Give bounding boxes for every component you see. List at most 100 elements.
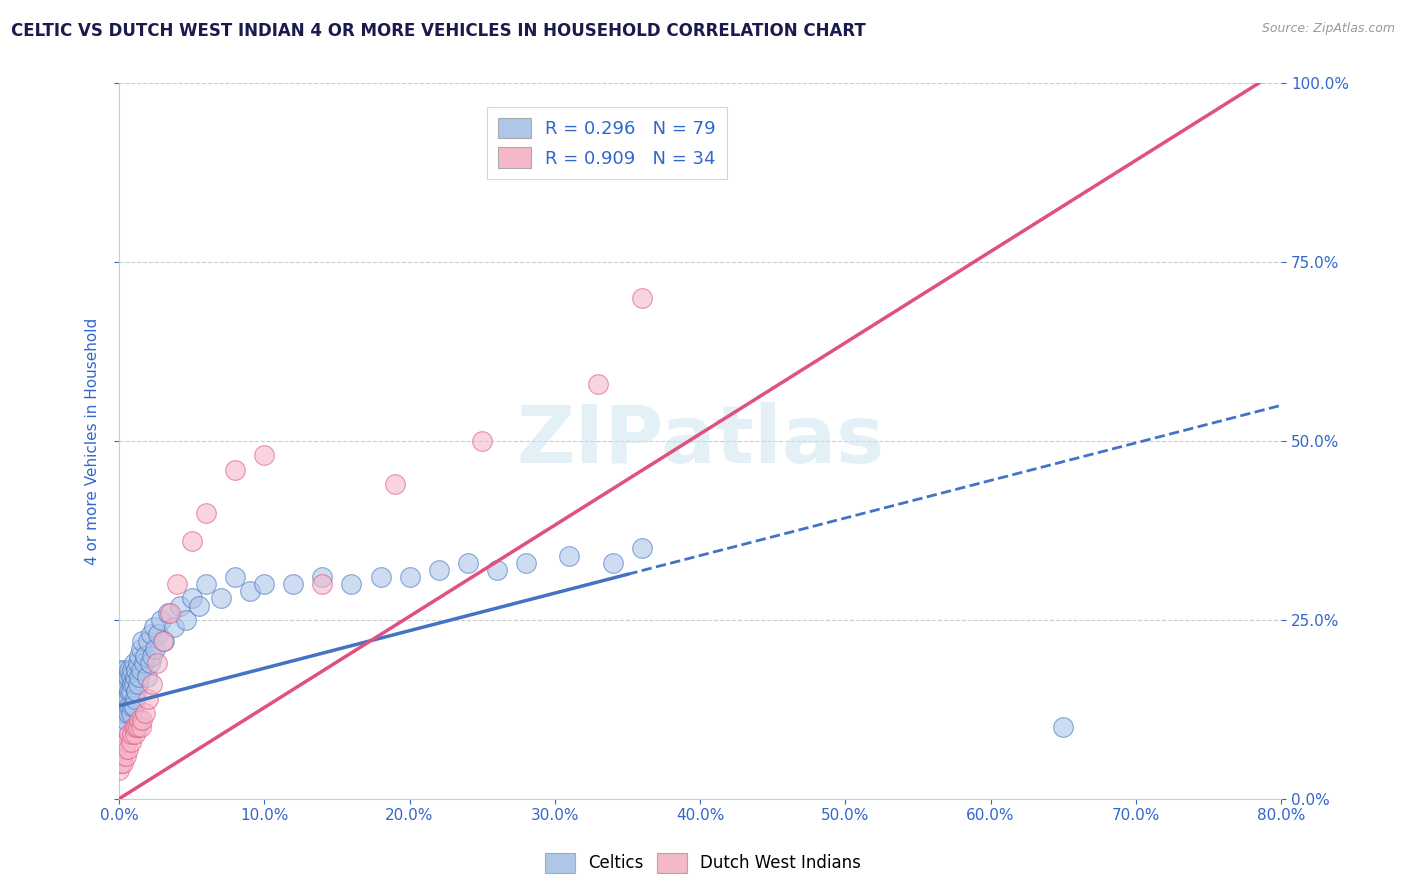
Point	[121, 727, 143, 741]
Point	[124, 727, 146, 741]
Point	[457, 556, 479, 570]
Point	[124, 670, 146, 684]
Point	[111, 720, 134, 734]
Point	[131, 634, 153, 648]
Point	[631, 291, 654, 305]
Point	[117, 741, 139, 756]
Point	[141, 677, 163, 691]
Point	[631, 541, 654, 556]
Point	[128, 648, 150, 663]
Point	[239, 584, 262, 599]
Point	[136, 691, 159, 706]
Point	[138, 656, 160, 670]
Point	[134, 648, 156, 663]
Point	[128, 670, 150, 684]
Point	[195, 506, 218, 520]
Point	[398, 570, 420, 584]
Point	[110, 756, 132, 770]
Y-axis label: 4 or more Vehicles in Household: 4 or more Vehicles in Household	[86, 318, 100, 565]
Point	[111, 706, 134, 720]
Point	[136, 634, 159, 648]
Point	[166, 577, 188, 591]
Point	[134, 706, 156, 720]
Point	[174, 613, 197, 627]
Point	[157, 606, 180, 620]
Point	[384, 477, 406, 491]
Point	[115, 677, 138, 691]
Point	[125, 720, 148, 734]
Point	[311, 577, 333, 591]
Point	[114, 663, 136, 677]
Point	[558, 549, 581, 563]
Point	[120, 684, 142, 698]
Point	[127, 656, 149, 670]
Point	[180, 534, 202, 549]
Point	[120, 670, 142, 684]
Point	[169, 599, 191, 613]
Point	[146, 656, 169, 670]
Point	[118, 727, 141, 741]
Point	[111, 691, 134, 706]
Point	[145, 641, 167, 656]
Point	[129, 641, 152, 656]
Point	[153, 634, 176, 648]
Point	[117, 670, 139, 684]
Point	[253, 449, 276, 463]
Point	[152, 634, 174, 648]
Point	[121, 663, 143, 677]
Point	[120, 706, 142, 720]
Point	[125, 663, 148, 677]
Point	[148, 627, 170, 641]
Point	[159, 606, 181, 620]
Point	[117, 691, 139, 706]
Point	[209, 591, 232, 606]
Legend: Celtics, Dutch West Indians: Celtics, Dutch West Indians	[538, 847, 868, 880]
Point	[108, 670, 131, 684]
Point	[427, 563, 450, 577]
Text: ZIPatlas: ZIPatlas	[516, 402, 884, 480]
Point	[118, 663, 141, 677]
Point	[121, 698, 143, 713]
Text: CELTIC VS DUTCH WEST INDIAN 4 OR MORE VEHICLES IN HOUSEHOLD CORRELATION CHART: CELTIC VS DUTCH WEST INDIAN 4 OR MORE VE…	[11, 22, 866, 40]
Point	[471, 434, 494, 449]
Point	[122, 698, 145, 713]
Point	[485, 563, 508, 577]
Point	[588, 376, 610, 391]
Point	[127, 677, 149, 691]
Point	[128, 713, 150, 727]
Point	[141, 648, 163, 663]
Point	[139, 627, 162, 641]
Point	[112, 698, 135, 713]
Point	[115, 748, 138, 763]
Point	[111, 748, 134, 763]
Point	[125, 684, 148, 698]
Point	[112, 756, 135, 770]
Point	[340, 577, 363, 591]
Point	[122, 720, 145, 734]
Point	[117, 706, 139, 720]
Point	[108, 763, 131, 777]
Point	[111, 677, 134, 691]
Point	[163, 620, 186, 634]
Point	[129, 720, 152, 734]
Point	[112, 684, 135, 698]
Point	[283, 577, 305, 591]
Point	[120, 734, 142, 748]
Point	[118, 698, 141, 713]
Point	[187, 599, 209, 613]
Point	[114, 706, 136, 720]
Legend: R = 0.296   N = 79, R = 0.909   N = 34: R = 0.296 N = 79, R = 0.909 N = 34	[488, 107, 727, 179]
Point	[253, 577, 276, 591]
Point	[129, 663, 152, 677]
Point	[135, 670, 157, 684]
Point	[118, 684, 141, 698]
Point	[110, 698, 132, 713]
Point	[370, 570, 392, 584]
Point	[124, 691, 146, 706]
Point	[114, 684, 136, 698]
Point	[115, 691, 138, 706]
Point	[195, 577, 218, 591]
Point	[110, 684, 132, 698]
Point	[224, 463, 246, 477]
Point	[127, 720, 149, 734]
